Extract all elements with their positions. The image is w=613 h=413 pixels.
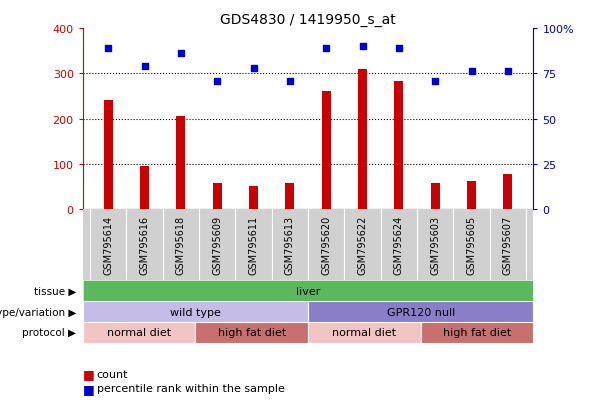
- Text: count: count: [97, 369, 128, 379]
- Bar: [83, 322, 196, 343]
- Point: [140, 64, 150, 70]
- Text: genotype/variation ▶: genotype/variation ▶: [0, 307, 76, 317]
- Text: GSM795624: GSM795624: [394, 216, 404, 275]
- Point: [176, 51, 186, 57]
- Point: [503, 69, 513, 76]
- Text: GSM795609: GSM795609: [212, 216, 222, 274]
- Bar: [104, 100, 113, 210]
- Bar: [83, 301, 308, 322]
- Text: percentile rank within the sample: percentile rank within the sample: [97, 383, 284, 393]
- Bar: [421, 322, 533, 343]
- Bar: [249, 186, 258, 210]
- Bar: [358, 70, 367, 210]
- Text: ■: ■: [83, 382, 94, 395]
- Point: [212, 78, 222, 85]
- Text: GSM795620: GSM795620: [321, 216, 331, 275]
- Text: GSM795611: GSM795611: [248, 216, 259, 274]
- Text: GSM795622: GSM795622: [357, 216, 368, 275]
- Bar: [308, 301, 533, 322]
- Bar: [322, 91, 331, 210]
- Text: GSM795614: GSM795614: [103, 216, 113, 274]
- Bar: [196, 322, 308, 343]
- Point: [466, 69, 476, 76]
- Text: tissue ▶: tissue ▶: [34, 286, 76, 296]
- Text: GPR120 null: GPR120 null: [387, 307, 455, 317]
- Text: wild type: wild type: [170, 307, 221, 317]
- Text: high fat diet: high fat diet: [443, 328, 511, 337]
- Bar: [140, 167, 149, 210]
- Text: GSM795605: GSM795605: [466, 216, 476, 275]
- Bar: [177, 117, 185, 210]
- Text: protocol ▶: protocol ▶: [22, 328, 76, 337]
- Bar: [467, 181, 476, 210]
- Bar: [431, 183, 440, 210]
- Point: [249, 65, 259, 72]
- Text: GSM795607: GSM795607: [503, 216, 513, 275]
- Text: liver: liver: [296, 286, 320, 296]
- Point: [285, 78, 295, 85]
- Text: GSM795603: GSM795603: [430, 216, 440, 274]
- Bar: [503, 174, 512, 210]
- Text: GSM795613: GSM795613: [285, 216, 295, 274]
- Text: ■: ■: [83, 367, 94, 380]
- Text: GSM795616: GSM795616: [140, 216, 150, 274]
- Point: [394, 45, 404, 52]
- Bar: [308, 322, 421, 343]
- Point: [321, 45, 331, 52]
- Title: GDS4830 / 1419950_s_at: GDS4830 / 1419950_s_at: [220, 12, 396, 26]
- Point: [357, 44, 367, 50]
- Point: [103, 45, 113, 52]
- Text: high fat diet: high fat diet: [218, 328, 286, 337]
- Text: normal diet: normal diet: [107, 328, 171, 337]
- Bar: [213, 183, 222, 210]
- Point: [430, 78, 440, 85]
- Bar: [394, 82, 403, 210]
- Bar: [285, 184, 294, 210]
- Text: GSM795618: GSM795618: [176, 216, 186, 274]
- Text: normal diet: normal diet: [332, 328, 397, 337]
